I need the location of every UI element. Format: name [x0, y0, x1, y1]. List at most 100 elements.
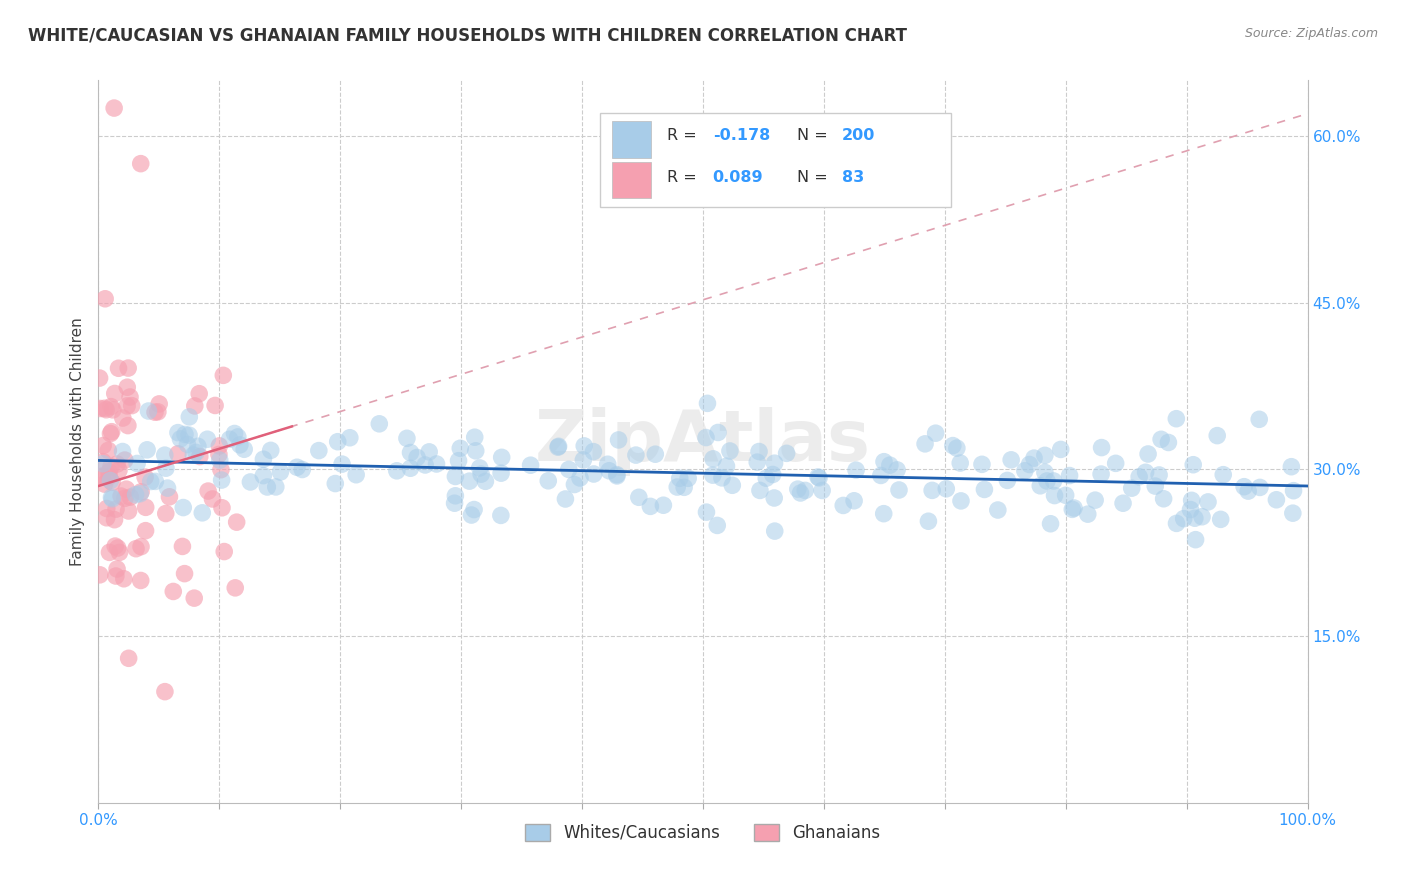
Point — [1209, 512, 1232, 526]
Point — [117, 418, 139, 433]
Point — [118, 651, 141, 665]
FancyBboxPatch shape — [613, 162, 651, 198]
Point — [204, 399, 226, 413]
Point — [344, 467, 367, 482]
Point — [949, 456, 972, 470]
Point — [582, 467, 605, 481]
Point — [808, 471, 831, 485]
Point — [1181, 493, 1204, 508]
Text: 83: 83 — [842, 170, 865, 186]
Point — [114, 491, 136, 506]
Point — [832, 499, 855, 513]
Point — [98, 469, 121, 483]
Point — [103, 513, 125, 527]
Point — [702, 451, 724, 466]
Text: R =: R = — [666, 128, 702, 144]
Point — [177, 428, 200, 442]
Point — [921, 483, 943, 498]
Point — [117, 361, 139, 376]
Point — [1000, 453, 1022, 467]
Point — [1265, 492, 1288, 507]
Legend: Whites/Caucasians, Ghanaians: Whites/Caucasians, Ghanaians — [519, 817, 887, 848]
Point — [125, 541, 148, 556]
Point — [104, 386, 127, 401]
Point — [155, 461, 177, 475]
Point — [547, 440, 569, 454]
Point — [97, 443, 120, 458]
Point — [108, 545, 131, 559]
Point — [1135, 465, 1157, 479]
Point — [519, 458, 541, 473]
Point — [91, 455, 114, 469]
Point — [1184, 533, 1206, 547]
Point — [873, 455, 896, 469]
Point — [89, 371, 111, 385]
Point — [574, 439, 596, 453]
Point — [987, 503, 1010, 517]
Point — [1128, 470, 1150, 484]
Point — [1147, 467, 1170, 482]
Point — [117, 380, 139, 394]
Point — [749, 483, 772, 498]
Point — [252, 452, 274, 467]
Point — [100, 459, 122, 474]
Point — [104, 539, 127, 553]
Point — [582, 444, 605, 458]
Point — [100, 425, 122, 439]
Point — [129, 486, 152, 500]
Point — [873, 507, 896, 521]
Point — [191, 506, 214, 520]
Point — [197, 484, 219, 499]
Point — [596, 457, 619, 471]
Point — [786, 482, 808, 496]
Point — [184, 399, 207, 413]
Point — [425, 457, 447, 471]
Point — [794, 483, 817, 498]
Point — [458, 474, 481, 488]
Point — [91, 469, 114, 483]
Point — [695, 505, 717, 519]
Point — [93, 401, 115, 416]
Point — [1184, 511, 1206, 525]
Point — [624, 448, 647, 462]
Point — [569, 471, 592, 485]
Point — [212, 368, 235, 383]
Point — [252, 468, 274, 483]
Point — [183, 591, 205, 606]
Point — [1105, 456, 1128, 470]
Point — [1282, 506, 1305, 520]
Point — [1121, 481, 1143, 495]
Point — [120, 490, 142, 504]
Point — [108, 463, 131, 477]
Point — [107, 361, 129, 376]
Point — [606, 469, 628, 483]
Point — [100, 400, 122, 414]
Point — [156, 481, 179, 495]
Point — [640, 500, 662, 514]
Point — [762, 467, 785, 482]
Text: R =: R = — [666, 170, 702, 186]
Point — [129, 540, 152, 554]
Point — [949, 494, 972, 508]
Point — [285, 460, 308, 475]
Point — [399, 445, 422, 459]
Point — [707, 425, 730, 440]
Point — [789, 486, 811, 500]
Point — [1180, 502, 1202, 516]
Point — [395, 431, 418, 445]
Point — [89, 401, 111, 416]
Text: 0.089: 0.089 — [713, 170, 763, 186]
Point — [702, 468, 724, 483]
Point — [100, 426, 122, 441]
Point — [673, 480, 696, 494]
Point — [100, 491, 122, 505]
Point — [1249, 480, 1271, 494]
Point — [101, 475, 124, 490]
Point — [942, 439, 965, 453]
Point — [226, 430, 249, 444]
Point — [211, 473, 233, 487]
Point — [105, 562, 128, 576]
Point — [470, 467, 492, 482]
Point — [1166, 516, 1188, 531]
Point — [935, 482, 957, 496]
